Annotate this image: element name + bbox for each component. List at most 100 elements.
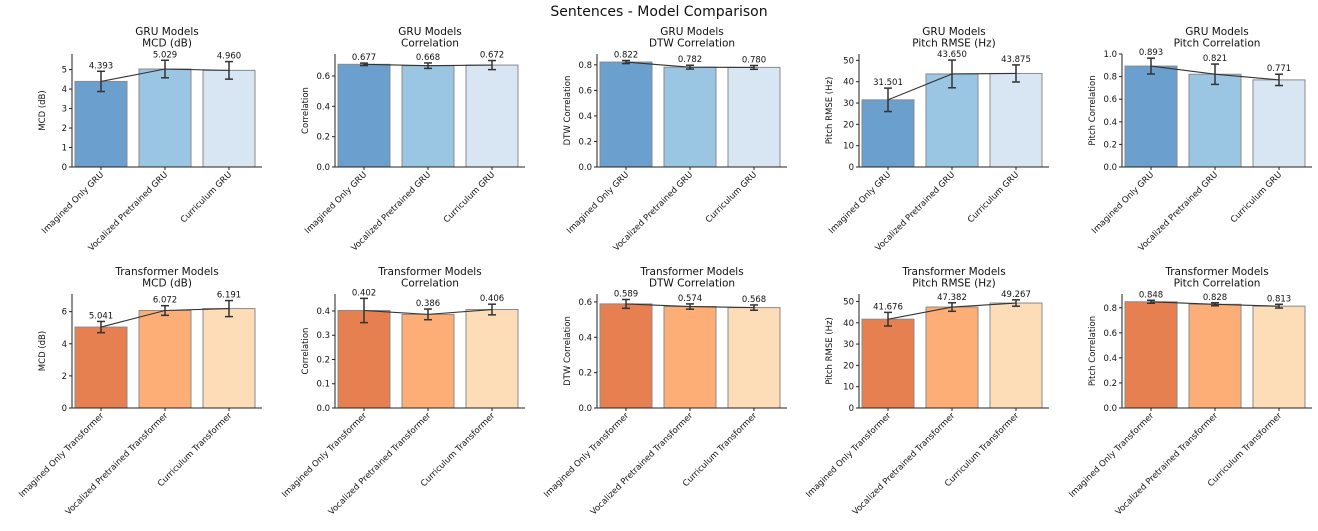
bar (401, 313, 455, 409)
y-tick-label: 0.2 (316, 133, 330, 143)
y-tick-label: 1.0 (1103, 50, 1117, 60)
data-label: 0.782 (678, 55, 702, 65)
y-axis-label: Pitch Correlation (1088, 75, 1098, 145)
bar (1124, 65, 1178, 168)
bar (1124, 301, 1178, 409)
y-tick-label: 2 (62, 372, 67, 382)
x-tick-label: Curriculum Transformer (419, 411, 497, 489)
x-tick-label: Vocalized Pretrained Transformer (589, 411, 696, 518)
x-tick-label: Vocalized Pretrained Transformer (64, 411, 171, 518)
x-tick-label: Imagined Only GRU (303, 170, 369, 236)
bar (727, 66, 781, 168)
data-label: 0.893 (1139, 48, 1163, 58)
data-label: 0.574 (678, 294, 702, 304)
y-axis-label: MCD (dB) (38, 90, 48, 130)
subplot-title: GRU Models (922, 26, 985, 38)
bar (202, 308, 256, 409)
subplot-title: Correlation (401, 38, 459, 50)
data-label: 5.041 (89, 311, 113, 321)
bar (138, 68, 192, 168)
x-tick-label: Curriculum Transformer (1206, 411, 1284, 489)
x-tick-label: Curriculum GRU (1229, 170, 1284, 225)
data-label: 0.386 (416, 299, 440, 309)
subplot-title: Correlation (401, 278, 459, 290)
bar (337, 63, 391, 168)
data-label: 6.072 (153, 296, 177, 306)
y-tick-label: 0.1 (316, 380, 330, 390)
data-label: 0.589 (614, 289, 638, 299)
y-tick-label: 0.6 (578, 298, 592, 308)
bar (1188, 73, 1242, 168)
x-tick-label: Curriculum Transformer (943, 411, 1021, 489)
x-tick-label: Curriculum GRU (966, 170, 1021, 225)
data-label: 0.813 (1267, 294, 1291, 304)
y-tick-label: 4 (62, 340, 67, 350)
y-tick-label: 0.8 (578, 61, 592, 71)
bar (465, 64, 519, 168)
y-tick-label: 0 (849, 163, 854, 173)
y-tick-label: 0.6 (316, 72, 330, 82)
data-label: 31.501 (873, 78, 903, 88)
subplot-title: Pitch RMSE (Hz) (912, 278, 996, 290)
x-tick-label: Vocalized Pretrained Transformer (327, 411, 434, 518)
bar (74, 80, 128, 168)
y-tick-label: 0.0 (1103, 163, 1117, 173)
y-tick-label: 0.0 (316, 404, 330, 414)
x-tick-label: Curriculum GRU (442, 170, 497, 225)
y-tick-label: 0.4 (316, 307, 330, 317)
bar (989, 72, 1043, 168)
bar (465, 309, 519, 409)
subplot-title: GRU Models (1185, 26, 1248, 38)
y-tick-label: 0 (849, 404, 854, 414)
y-tick-label: 0.0 (1103, 404, 1117, 414)
bar (1252, 305, 1306, 409)
y-tick-label: 0.0 (316, 163, 330, 173)
y-tick-label: 50 (843, 56, 854, 66)
y-tick-label: 0.0 (578, 404, 592, 414)
data-label: 0.771 (1267, 64, 1291, 74)
y-tick-label: 0.2 (1103, 379, 1117, 389)
subplot-title: Transformer Models (901, 266, 1005, 278)
bar (861, 318, 915, 409)
figure-title: Sentences - Model Comparison (550, 4, 768, 20)
bar (989, 302, 1043, 409)
bar (663, 66, 717, 168)
x-tick-label: Vocalized Pretrained Transformer (851, 411, 958, 518)
y-axis-label: DTW Correlation (563, 76, 573, 146)
x-tick-label: Curriculum GRU (704, 170, 759, 225)
y-tick-label: 0.4 (578, 333, 592, 343)
y-tick-label: 40 (843, 319, 854, 329)
subplot-title: DTW Correlation (649, 38, 735, 50)
y-tick-label: 2 (62, 124, 67, 134)
y-tick-label: 1 (62, 144, 67, 154)
x-tick-label: Curriculum Transformer (156, 411, 234, 489)
subplot-title: Transformer Models (114, 266, 218, 278)
y-tick-label: 20 (843, 120, 854, 130)
bar (925, 73, 979, 168)
subplot-title: Pitch Correlation (1174, 38, 1261, 50)
x-tick-label: Imagined Only GRU (827, 170, 893, 236)
y-tick-label: 0.6 (1103, 95, 1117, 105)
y-tick-label: 50 (843, 297, 854, 307)
y-tick-label: 0.2 (578, 137, 592, 147)
x-tick-label: Imagined Only GRU (1090, 170, 1156, 236)
subplot-title: MCD (dB) (142, 278, 192, 290)
x-tick-label: Curriculum GRU (179, 170, 234, 225)
y-tick-label: 0.4 (1103, 118, 1117, 128)
y-tick-label: 0 (62, 163, 67, 173)
y-axis-label: Correlation (301, 328, 311, 375)
data-label: 0.848 (1139, 290, 1163, 300)
data-label: 47.382 (937, 293, 967, 303)
data-label: 4.393 (89, 61, 113, 71)
data-label: 43.650 (937, 50, 967, 60)
y-tick-label: 5 (62, 66, 67, 76)
subplot-title: Transformer Models (639, 266, 743, 278)
subplot-title: Transformer Models (1164, 266, 1268, 278)
